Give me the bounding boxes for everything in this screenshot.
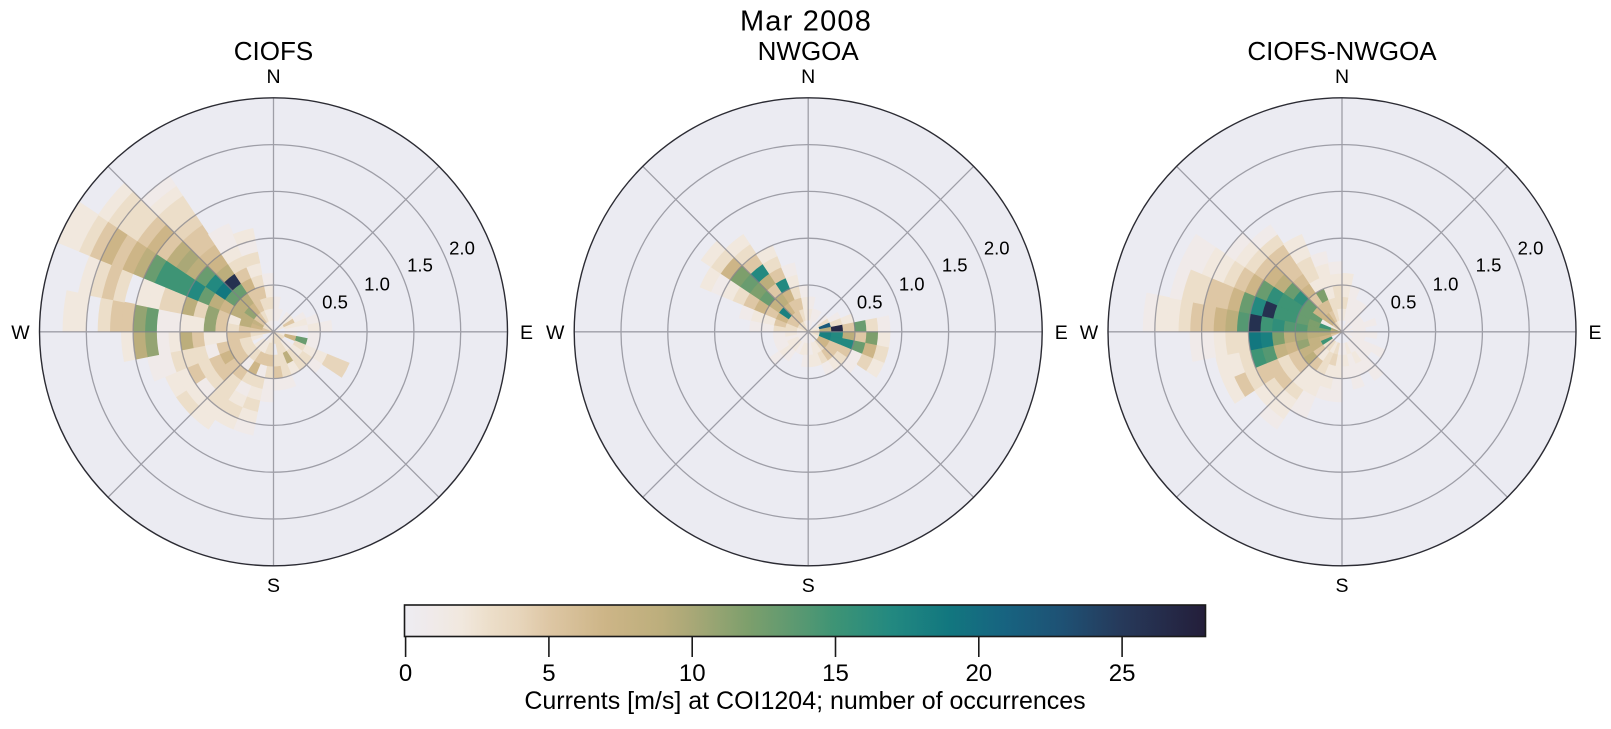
svg-text:0: 0 — [399, 660, 412, 687]
svg-text:E: E — [1588, 322, 1601, 344]
svg-text:1.5: 1.5 — [407, 255, 433, 276]
svg-text:N: N — [1335, 66, 1349, 88]
svg-text:N: N — [266, 66, 280, 88]
svg-text:20: 20 — [965, 660, 992, 687]
svg-text:E: E — [1055, 322, 1068, 344]
svg-text:2.0: 2.0 — [1518, 238, 1544, 259]
svg-text:1.0: 1.0 — [899, 274, 925, 295]
svg-text:W: W — [1080, 322, 1099, 344]
svg-text:Currents [m/s] at COI1204; num: Currents [m/s] at COI1204; number of occ… — [524, 687, 1085, 715]
svg-text:S: S — [267, 575, 280, 597]
svg-text:25: 25 — [1109, 660, 1136, 687]
svg-text:2.0: 2.0 — [984, 238, 1010, 259]
svg-text:N: N — [801, 66, 815, 88]
svg-text:2.0: 2.0 — [449, 238, 475, 259]
svg-text:CIOFS-NWGOA: CIOFS-NWGOA — [1247, 36, 1437, 66]
svg-text:Mar 2008: Mar 2008 — [740, 6, 872, 38]
svg-text:E: E — [520, 322, 533, 344]
svg-text:0.5: 0.5 — [1391, 292, 1417, 313]
svg-text:1.5: 1.5 — [1476, 255, 1502, 276]
svg-text:5: 5 — [542, 660, 555, 687]
svg-text:1.5: 1.5 — [942, 255, 968, 276]
svg-text:W: W — [11, 322, 30, 344]
svg-text:CIOFS: CIOFS — [234, 36, 313, 66]
svg-text:0.5: 0.5 — [322, 292, 348, 313]
svg-text:0.5: 0.5 — [857, 292, 883, 313]
svg-text:W: W — [546, 322, 565, 344]
svg-text:S: S — [1335, 575, 1348, 597]
svg-text:10: 10 — [679, 660, 706, 687]
svg-text:1.0: 1.0 — [364, 274, 390, 295]
svg-text:NWGOA: NWGOA — [758, 36, 860, 66]
svg-text:15: 15 — [822, 660, 849, 687]
svg-text:1.0: 1.0 — [1433, 274, 1459, 295]
svg-text:S: S — [802, 575, 815, 597]
